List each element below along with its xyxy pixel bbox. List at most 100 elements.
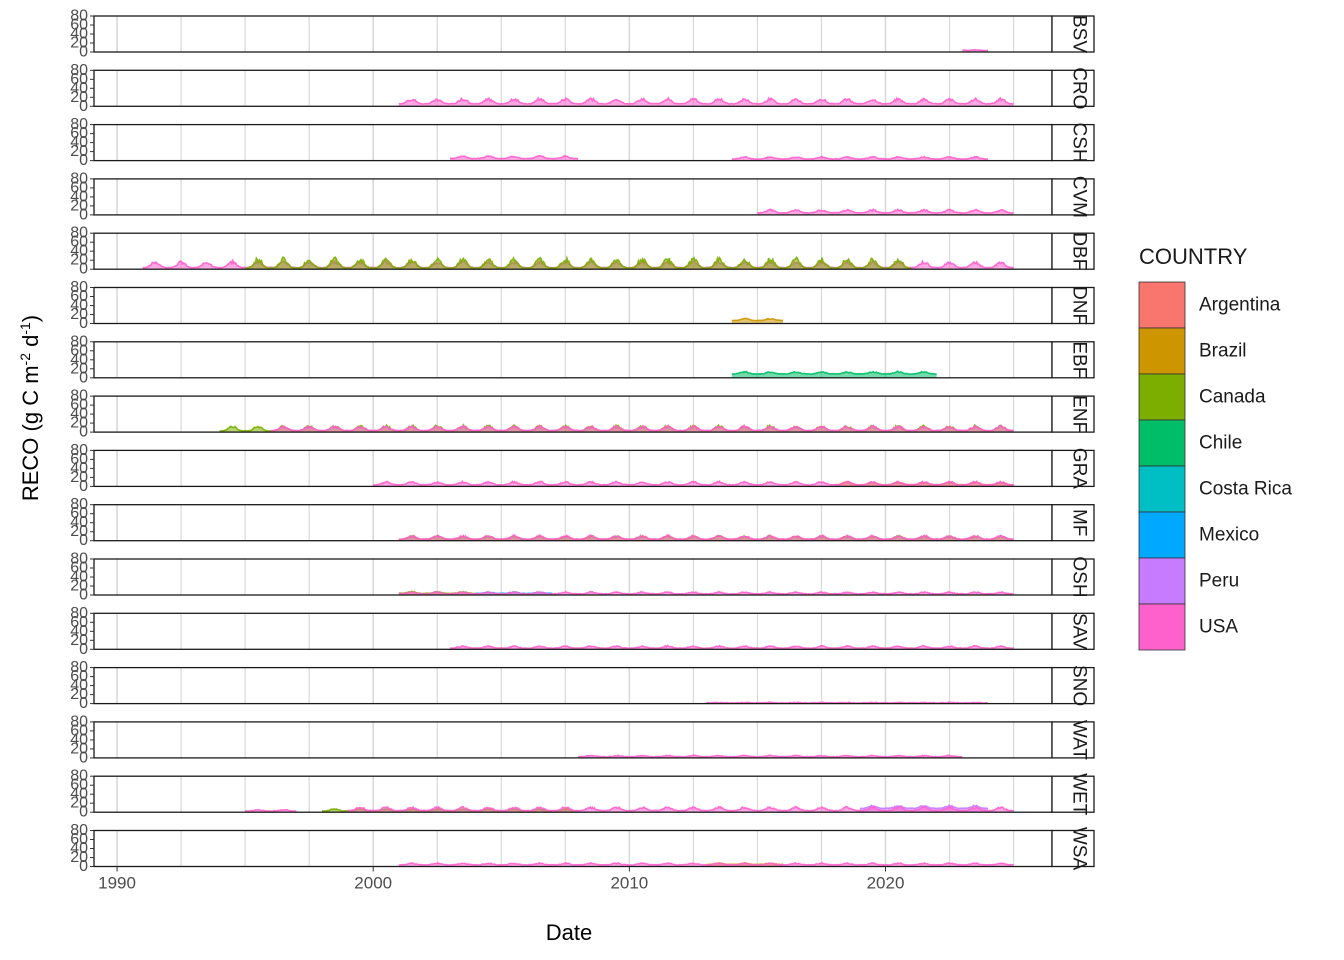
legend-key [1138, 419, 1186, 467]
series-line-usa [270, 423, 1014, 432]
y-tick-label: 40 [70, 243, 88, 260]
strip-label: EBF [1069, 341, 1090, 378]
panel-border [93, 395, 1053, 433]
strip-box [1051, 666, 1095, 705]
x-tick-label: 2020 [867, 874, 905, 893]
y-tick-label: 80 [70, 116, 88, 133]
strip-label: WAT [1069, 720, 1090, 760]
strip-box [1051, 775, 1095, 813]
y-tick-label: 0 [79, 206, 88, 223]
y-tick-label: 80 [70, 822, 88, 839]
y-tick-label: 80 [70, 659, 88, 676]
series-line-usa [372, 479, 1014, 486]
series-line-chile [731, 370, 937, 376]
legend-label: Mexico [1199, 525, 1259, 546]
series-line-usa [577, 754, 963, 758]
series-line-usa [962, 48, 989, 52]
y-tick-label: 60 [70, 831, 88, 848]
series-line-usa [757, 208, 1014, 214]
y-tick-label: 40 [70, 26, 88, 43]
strip-box [1051, 395, 1095, 433]
strip-label: OSH [1069, 556, 1090, 597]
strip-label: WET [1069, 773, 1090, 816]
strip-box [1051, 123, 1095, 162]
y-tick-label: 0 [79, 749, 88, 766]
y-tick-label: 60 [70, 722, 88, 739]
series-line-usa [706, 701, 989, 705]
y-tick-label: 40 [70, 786, 88, 803]
y-tick-label: 40 [70, 406, 88, 423]
legend-title: COUNTRY [1139, 244, 1248, 269]
y-tick-label: 0 [79, 424, 88, 441]
y-tick-label: 20 [70, 89, 88, 106]
legend-label: Chile [1199, 433, 1242, 454]
series-area-usa [347, 806, 1014, 813]
y-tick-label: 20 [70, 632, 88, 649]
y-tick-label: 20 [70, 143, 88, 160]
legend: COUNTRY Argentina Brazil Canada Chile Costa … [1138, 244, 1292, 651]
legend-label: Argentina [1199, 295, 1281, 316]
y-tick-label: 40 [70, 351, 88, 368]
y-tick-label: 60 [70, 234, 88, 251]
strip-label: MF [1069, 509, 1090, 536]
panel-border [93, 558, 1053, 596]
panel-border [93, 449, 1053, 488]
y-tick-label: 20 [70, 306, 88, 323]
series-line-usa [398, 96, 1014, 105]
strip-label: SAV [1069, 613, 1090, 650]
legend-key [1138, 281, 1186, 329]
y-tick-label: 60 [70, 505, 88, 522]
y-tick-label: 80 [70, 62, 88, 79]
y-tick-label: 0 [79, 152, 88, 169]
legend-key [1138, 511, 1186, 559]
x-axis: 1990 2000 2010 2020 [98, 866, 905, 893]
series-line-usa [398, 861, 1014, 866]
y-tick-label: 60 [70, 17, 88, 34]
y-tick-label: 20 [70, 849, 88, 866]
y-axis-title: RECO (g C m-2 d-1) [17, 315, 43, 501]
y-tick-label: 40 [70, 840, 88, 857]
y-tick-label: 40 [70, 134, 88, 151]
y-tick-label: 40 [70, 731, 88, 748]
y-tick-label: 40 [70, 188, 88, 205]
y-tick-label: 20 [70, 523, 88, 540]
series-line-brazil [731, 317, 784, 322]
strip-box [1051, 341, 1095, 379]
y-tick-label: 40 [70, 460, 88, 477]
strip-box [1051, 178, 1095, 216]
y-tick-label: 60 [70, 560, 88, 577]
legend-label: Canada [1199, 387, 1266, 408]
y-tick-label: 0 [79, 98, 88, 115]
strip-label: ENF [1069, 395, 1090, 433]
panel-border [93, 232, 1053, 270]
legend-key [1138, 603, 1186, 651]
panels: BSV020406080CRO020406080CSH020406080CVM0… [70, 8, 1095, 875]
strip-box [1051, 612, 1095, 650]
strip-label: CVM [1069, 176, 1090, 218]
y-tick-label: 40 [70, 623, 88, 640]
series-line-usa [347, 805, 1014, 812]
strip-label: DBF [1069, 232, 1090, 270]
y-tick-label: 0 [79, 695, 88, 712]
y-tick-label: 0 [79, 587, 88, 604]
series-line-usa [731, 155, 989, 161]
y-tick-label: 80 [70, 333, 88, 350]
x-tick-label: 2010 [610, 874, 648, 893]
y-tick-label: 80 [70, 768, 88, 785]
y-tick-label: 20 [70, 360, 88, 377]
x-tick-label: 2000 [354, 874, 392, 893]
y-tick-label: 60 [70, 342, 88, 359]
panel-border [93, 775, 1053, 813]
y-tick-label: 40 [70, 569, 88, 586]
series-line-usa [244, 808, 297, 813]
y-tick-label: 80 [70, 605, 88, 622]
series-area-usa [373, 481, 1014, 487]
y-tick-label: 0 [79, 858, 88, 875]
